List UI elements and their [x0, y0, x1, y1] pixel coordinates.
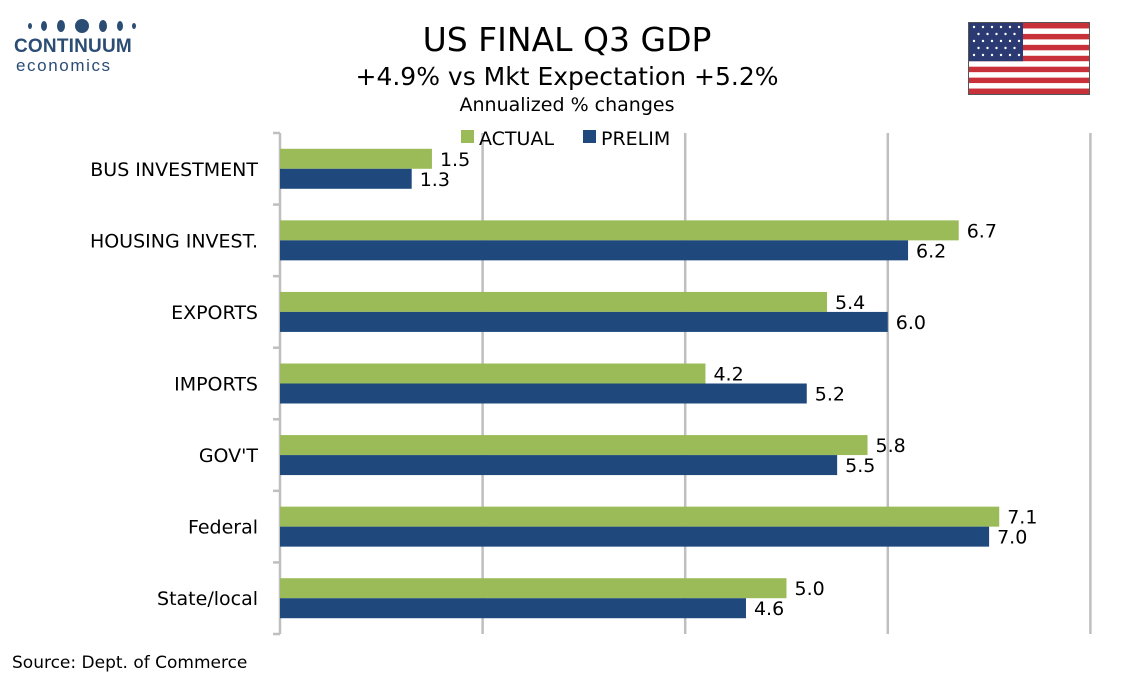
category-label: HOUSING INVEST. [90, 230, 258, 252]
bar-actual [280, 291, 828, 312]
chart-title: US FINAL Q3 GDP [422, 20, 712, 59]
data-label: 5.8 [876, 435, 906, 457]
bar-actual [280, 220, 959, 241]
bar-actual [280, 578, 787, 599]
data-label: 7.0 [997, 527, 1027, 549]
bar-prelim [280, 240, 909, 261]
bar-prelim [280, 598, 746, 619]
legend-swatch-prelim [583, 130, 596, 143]
bar-prelim [280, 311, 888, 332]
data-label: 1.3 [420, 169, 450, 191]
legend-swatch-actual [461, 130, 474, 143]
logo-subtitle: economics [16, 56, 112, 75]
bar-actual [280, 506, 1000, 527]
category-label: State/local [157, 588, 258, 610]
category-label: IMPORTS [174, 374, 258, 396]
data-label: 6.0 [896, 312, 926, 334]
logo-wordmark: CONTINUUM [14, 36, 132, 57]
data-label: 1.5 [440, 149, 470, 171]
legend-label: PRELIM [601, 128, 670, 150]
category-label: BUS INVESTMENT [90, 159, 258, 181]
data-label: 5.5 [845, 455, 875, 477]
data-label: 5.2 [815, 384, 845, 406]
legend-label: ACTUAL [479, 128, 554, 150]
bar-actual [280, 363, 706, 384]
source-note: Source: Dept. of Commerce [12, 653, 248, 673]
bar-actual [280, 148, 432, 169]
logo-dots-icon [28, 19, 136, 33]
data-label: 4.2 [713, 364, 743, 386]
bar-prelim [280, 455, 838, 476]
category-label: EXPORTS [171, 302, 258, 324]
data-label: 6.7 [967, 220, 997, 242]
category-label: Federal [188, 517, 258, 539]
chart-subtitle: +4.9% vs Mkt Expectation +5.2% [355, 62, 779, 91]
continuum-logo: CONTINUUM economics [14, 14, 144, 76]
chart-subtitle-units: Annualized % changes [459, 94, 675, 116]
data-label: 5.4 [835, 292, 865, 314]
data-label: 4.6 [754, 598, 784, 620]
us-flag-icon [968, 22, 1090, 95]
category-label: GOV'T [199, 445, 259, 467]
data-label: 5.0 [795, 578, 825, 600]
bar-prelim [280, 168, 412, 189]
bar-actual [280, 435, 868, 456]
bar-prelim [280, 383, 807, 404]
data-label: 6.2 [916, 240, 946, 262]
data-label: 7.1 [1007, 507, 1037, 529]
bar-prelim [280, 526, 990, 547]
